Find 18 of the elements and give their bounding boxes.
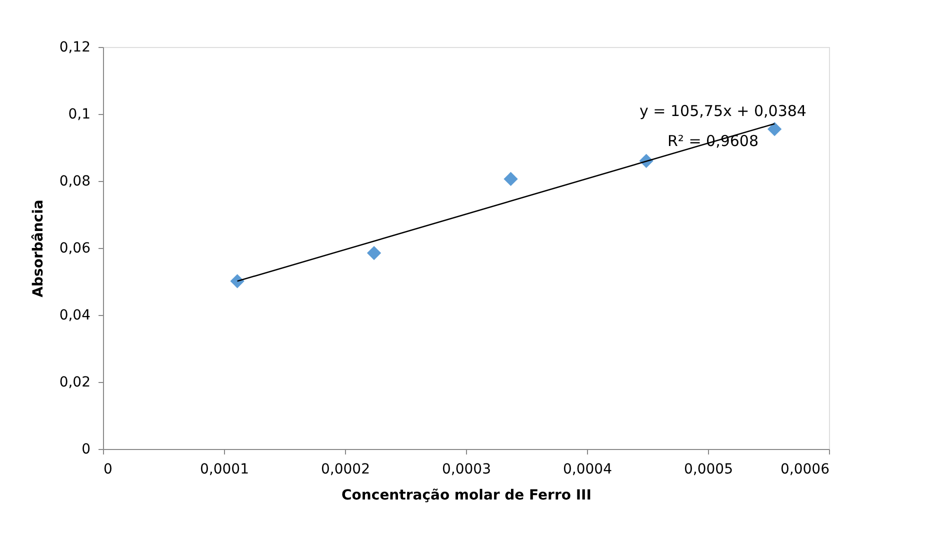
x-axis-title: Concentração molar de Ferro III <box>342 488 592 504</box>
x-tick-label: 0,0004 <box>563 462 612 478</box>
x-tick-label: 0,0003 <box>442 462 491 478</box>
y-tick-label: 0,02 <box>59 374 90 390</box>
annotation: R² = 0,9608 <box>667 132 759 150</box>
y-tick-label: 0,04 <box>59 308 91 324</box>
x-tick-label: 0,0005 <box>684 462 733 478</box>
x-tick-label: 0 <box>104 462 112 478</box>
y-tick-label: 0,06 <box>59 240 91 256</box>
annotation: y = 105,75x + 0,0384 <box>640 102 806 120</box>
y-tick-label: 0,12 <box>59 40 90 56</box>
y-tick-label: 0,08 <box>59 174 90 190</box>
x-tick-label: 0,0001 <box>200 462 249 478</box>
x-tick-label: 0,0002 <box>321 462 370 478</box>
x-tick-label: 0,0006 <box>780 462 830 478</box>
y-axis-title: Absorbância <box>30 200 46 298</box>
y-tick-label: 0,1 <box>68 106 90 122</box>
y-tick-label: 0 <box>82 442 90 458</box>
